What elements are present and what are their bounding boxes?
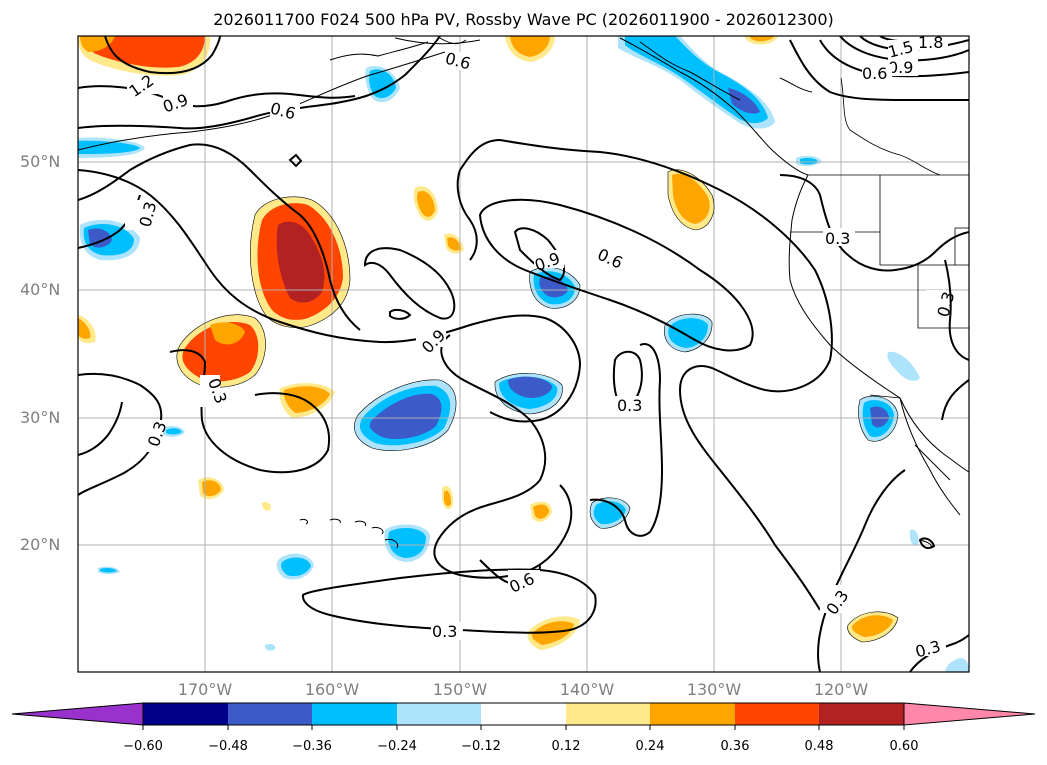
colorbar-extend-high [903,702,1036,726]
colorbar-tick-label: 0.24 [635,739,665,754]
contour-label: 0.3 [432,622,457,641]
colorbar-tick-label: −0.12 [461,739,501,754]
colorbar-swatch [650,703,735,725]
lat-label-50n: 50°N [20,152,61,171]
colorbar-swatch [819,703,904,725]
lat-label-40n: 40°N [20,280,61,299]
contour-label: 0.9 [160,90,190,117]
anomaly-outlines [176,169,899,643]
lon-label-150w: 150°W [432,680,488,699]
colorbar-swatch [228,703,312,725]
colorbar-tick-label: 0.48 [804,739,834,754]
colorbar-tick-label: 0.12 [551,739,581,754]
contour-label: 0.3 [617,396,642,415]
colorbar-swatch [397,703,481,725]
colorbar-tick-label: 0.36 [720,739,750,754]
colorbar-tick-label: −0.48 [208,739,248,754]
lon-label-130w: 130°W [686,680,742,699]
map-title: 2026011700 F024 500 hPa PV, Rossby Wave … [213,10,834,29]
lon-label-170w: 170°W [177,680,233,699]
contour-label: 0.6 [595,245,626,273]
lon-label-160w: 160°W [304,680,360,699]
colorbar-tick-label: −0.24 [377,739,417,754]
contour-label: 0.9 [888,58,913,77]
contour-label: 1.2 [126,71,158,101]
colorbar-swatch [566,703,650,725]
colorbar-tick-label: −0.60 [123,739,163,754]
negative-anomalies [78,36,969,672]
colorbar-tick-label: 0.60 [889,739,919,754]
political-borders [790,77,969,399]
lat-label-20n: 20°N [20,535,61,554]
lon-label-140w: 140°W [559,680,615,699]
colorbar-swatch [143,703,228,725]
colorbar-swatch [312,703,397,725]
lon-label-120w: 120°W [813,680,869,699]
contour-label: 0.3 [825,229,850,248]
map-fields: 1.2 0.9 0.6 0.6 1.5 1.8 0.9 0.6 0.3 0.9 … [78,33,969,672]
colorbar-extend-low [11,702,144,726]
colorbar-swatch [735,703,819,725]
lat-label-30n: 30°N [20,408,61,427]
contour-label: 1.8 [918,33,943,52]
contour-label: 0.6 [862,64,887,83]
map-frame [77,35,970,673]
coastlines [78,37,969,549]
colorbar [11,702,1036,730]
colorbar-swatch [481,703,566,725]
colorbar-tick-label: −0.36 [292,739,332,754]
